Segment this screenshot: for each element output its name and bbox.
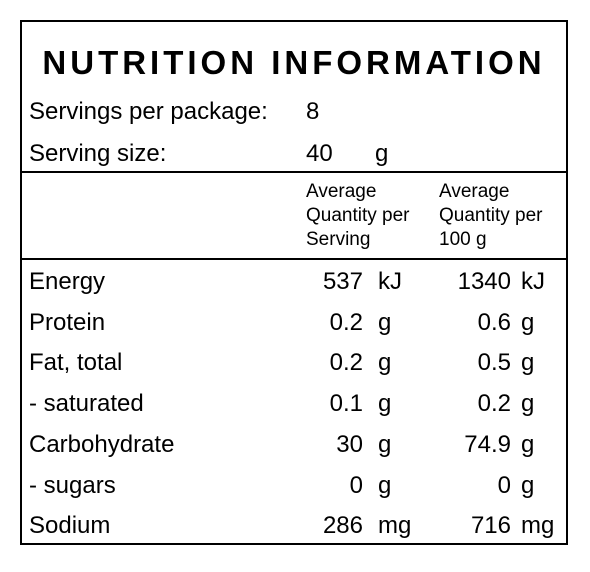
per-100g-value: 0.2 (477, 390, 511, 417)
column-header-per-serving: Average Quantity per Serving (306, 180, 410, 252)
serving-unit: mg (378, 512, 412, 539)
serving-value: 0 (349, 472, 363, 499)
per-100g-unit: g (521, 390, 535, 417)
serving-value: 286 (322, 512, 363, 539)
servings-per-package-value: 8 (306, 98, 320, 125)
per-100g-value: 716 (470, 512, 511, 539)
nutrient-name: Protein (29, 309, 106, 336)
serving-size-label: Serving size: (29, 140, 167, 167)
per-100g-value: 0.5 (477, 349, 511, 376)
per-100g-unit: g (521, 309, 535, 336)
column-header-per-serving-line1: Average (306, 181, 377, 202)
column-header-per-100g-line3: 100 g (439, 229, 487, 250)
nutrient-name: - saturated (29, 390, 144, 417)
nutrient-name: - sugars (29, 472, 116, 499)
table-divider (22, 258, 566, 260)
serving-size-unit: g (375, 140, 389, 167)
serving-value: 0.2 (329, 349, 363, 376)
per-100g-value: 0 (497, 472, 511, 499)
serving-unit: g (378, 349, 392, 376)
nutrient-name: Fat, total (29, 349, 123, 376)
serving-value: 0.1 (329, 390, 363, 417)
nutrition-panel: NUTRITION INFORMATION Servings per packa… (20, 20, 568, 545)
serving-unit: g (378, 390, 392, 417)
column-header-per-100g-line1: Average (439, 181, 510, 202)
per-100g-value: 0.6 (477, 309, 511, 336)
serving-value: 537 (322, 268, 363, 295)
column-header-per-serving-line3: Serving (306, 229, 371, 250)
per-100g-value: 74.9 (464, 431, 511, 458)
serving-unit: g (378, 472, 392, 499)
serving-value: 30 (336, 431, 363, 458)
serving-unit: g (378, 431, 392, 458)
panel-title: NUTRITION INFORMATION (42, 44, 546, 81)
nutrient-name: Carbohydrate (29, 431, 175, 458)
per-100g-unit: g (521, 472, 535, 499)
per-100g-unit: kJ (521, 268, 545, 295)
header-divider (22, 171, 566, 173)
per-100g-unit: g (521, 431, 535, 458)
column-header-per-100g-line2: Quantity per (439, 205, 543, 226)
nutrient-name: Sodium (29, 512, 111, 539)
column-header-per-100g: Average Quantity per 100 g (439, 180, 543, 252)
servings-per-package-label: Servings per package: (29, 98, 268, 125)
column-header-per-serving-line2: Quantity per (306, 205, 410, 226)
per-100g-unit: mg (521, 512, 555, 539)
per-100g-unit: g (521, 349, 535, 376)
serving-unit: kJ (378, 268, 402, 295)
nutrient-name: Energy (29, 268, 106, 295)
serving-value: 0.2 (329, 309, 363, 336)
serving-size-value: 40 (306, 140, 333, 167)
per-100g-value: 1340 (457, 268, 511, 295)
serving-unit: g (378, 309, 392, 336)
